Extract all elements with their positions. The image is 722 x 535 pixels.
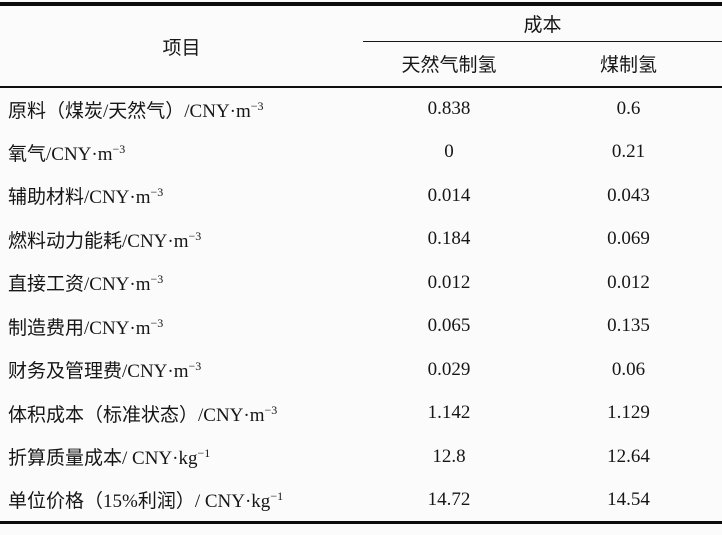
natural-gas-value-cell: 0 bbox=[444, 141, 454, 163]
natural-gas-value-cell: 1.142 bbox=[427, 402, 471, 424]
natural-gas-value-cell: 14.72 bbox=[427, 488, 471, 510]
natural-gas-value-cell: 0.184 bbox=[427, 228, 471, 250]
unit-superscript: −3 bbox=[150, 315, 164, 330]
table-row: 燃料动力能耗/CNY·m−3 0.184 0.069 bbox=[0, 218, 722, 262]
item-column-header: 项目 bbox=[162, 37, 201, 59]
row-label-cell: 氧气/CNY·m−3 bbox=[0, 131, 363, 175]
unit-superscript: −3 bbox=[188, 228, 202, 243]
row-label-cell: 制造费用/CNY·m−3 bbox=[0, 305, 363, 349]
header-group-row: 项目 成本 bbox=[0, 4, 722, 59]
coal-value-cell: 14.54 bbox=[607, 488, 650, 510]
cost-group-header: 成本 bbox=[363, 4, 722, 42]
coal-value-cell: 0.21 bbox=[611, 141, 646, 163]
subheader-coal: 煤制氢 bbox=[600, 55, 658, 77]
row-label-cell: 体积成本（标准状态）/CNY·m−3 bbox=[0, 392, 363, 436]
row-label: 体积成本（标准状态）/CNY·m bbox=[8, 404, 265, 426]
table-row: 体积成本（标准状态）/CNY·m−3 1.142 1.129 bbox=[0, 392, 722, 436]
row-label-cell: 原料（煤炭/天然气）/CNY·m−3 bbox=[0, 87, 363, 131]
coal-value-cell: 0.135 bbox=[607, 315, 650, 337]
table-row: 原料（煤炭/天然气）/CNY·m−3 0.838 0.6 bbox=[0, 87, 722, 131]
table-row: 直接工资/CNY·m−3 0.012 0.012 bbox=[0, 261, 722, 305]
row-label: 燃料动力能耗/CNY·m bbox=[8, 230, 189, 252]
row-label: 原料（煤炭/天然气）/CNY·m bbox=[8, 100, 251, 122]
table-body: 原料（煤炭/天然气）/CNY·m−3 0.838 0.6 氧气/CNY·m−3 … bbox=[0, 87, 722, 522]
unit-superscript: −3 bbox=[250, 98, 264, 113]
table-row: 辅助材料/CNY·m−3 0.014 0.043 bbox=[0, 174, 722, 218]
coal-value-cell: 0.069 bbox=[607, 228, 650, 250]
table-row: 单位价格（15%利润）/ CNY·kg−1 14.72 14.54 bbox=[0, 479, 722, 523]
row-label-cell: 折算质量成本/ CNY·kg−1 bbox=[0, 435, 363, 479]
row-label: 辅助材料/CNY·m bbox=[8, 187, 151, 209]
row-label-cell: 财务及管理费/CNY·m−3 bbox=[0, 348, 363, 392]
coal-value-cell: 0.06 bbox=[611, 358, 646, 380]
coal-value-cell: 0.6 bbox=[616, 98, 641, 120]
row-label: 财务及管理费/CNY·m bbox=[8, 361, 189, 383]
unit-superscript: −1 bbox=[270, 489, 284, 503]
row-label: 制造费用/CNY·m bbox=[8, 317, 151, 339]
subheader-natural-gas: 天然气制氢 bbox=[401, 55, 497, 77]
row-label: 氧气/CNY·m bbox=[8, 143, 113, 165]
unit-superscript: −3 bbox=[150, 185, 164, 200]
natural-gas-value-cell: 0.014 bbox=[427, 184, 471, 206]
table-row: 折算质量成本/ CNY·kg−1 12.8 12.64 bbox=[0, 435, 722, 479]
natural-gas-value-cell: 0.065 bbox=[427, 315, 471, 337]
unit-superscript: −3 bbox=[264, 402, 278, 417]
row-label-cell: 单位价格（15%利润）/ CNY·kg−1 bbox=[0, 479, 363, 523]
row-label-cell: 直接工资/CNY·m−3 bbox=[0, 261, 363, 305]
natural-gas-value-cell: 12.8 bbox=[432, 445, 466, 467]
natural-gas-value-cell: 0.029 bbox=[427, 358, 471, 380]
table-row: 氧气/CNY·m−3 0 0.21 bbox=[0, 131, 722, 175]
row-label-cell: 燃料动力能耗/CNY·m−3 bbox=[0, 218, 363, 262]
coal-value-cell: 0.043 bbox=[607, 184, 650, 206]
header-sub-row: 天然气制氢 煤制氢 bbox=[0, 41, 722, 87]
natural-gas-value-cell: 0.012 bbox=[427, 271, 471, 293]
unit-superscript: −1 bbox=[197, 446, 211, 461]
coal-value-cell: 12.64 bbox=[607, 445, 650, 467]
coal-value-cell: 0.012 bbox=[607, 271, 650, 293]
coal-value-cell: 1.129 bbox=[607, 402, 650, 424]
row-label: 折算质量成本/ CNY·kg bbox=[8, 448, 198, 470]
table-header: 项目 成本 天然气制氢 煤制氢 bbox=[0, 4, 722, 87]
cost-comparison-table: 项目 成本 天然气制氢 煤制氢 原料（煤炭/天然气）/CNY·m−3 0.838… bbox=[0, 2, 722, 524]
table-row: 财务及管理费/CNY·m−3 0.029 0.06 bbox=[0, 348, 722, 392]
natural-gas-value-cell: 0.838 bbox=[427, 98, 471, 120]
unit-superscript: −3 bbox=[150, 272, 164, 287]
row-label: 单位价格（15%利润）/ CNY·kg bbox=[8, 491, 271, 512]
unit-superscript: −3 bbox=[112, 141, 126, 156]
unit-superscript: −3 bbox=[188, 359, 202, 374]
table-row: 制造费用/CNY·m−3 0.065 0.135 bbox=[0, 305, 722, 349]
row-label-cell: 辅助材料/CNY·m−3 bbox=[0, 174, 363, 218]
row-label: 直接工资/CNY·m bbox=[8, 274, 151, 296]
